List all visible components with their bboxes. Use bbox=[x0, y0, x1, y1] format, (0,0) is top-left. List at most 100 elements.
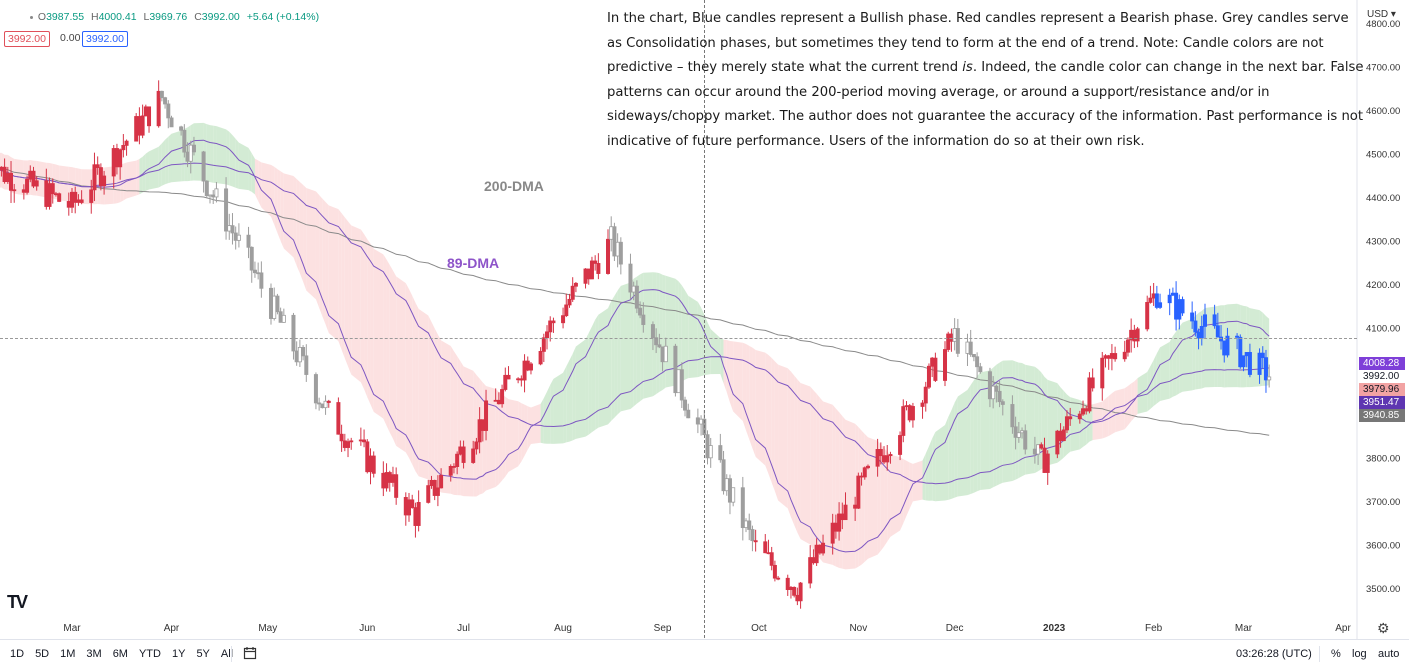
cloud-segment bbox=[1169, 336, 1173, 399]
candle-body bbox=[679, 369, 684, 401]
settings-gear-icon[interactable]: ⚙ bbox=[1377, 620, 1390, 636]
candle-body bbox=[1032, 448, 1037, 455]
candle-body bbox=[435, 487, 440, 496]
candle-body bbox=[500, 389, 505, 405]
cloud-segment bbox=[283, 173, 294, 258]
range-5y[interactable]: 5Y bbox=[196, 648, 210, 660]
candle-body bbox=[522, 360, 527, 381]
y-tick-label: 4400.00 bbox=[1366, 193, 1400, 204]
candle-body bbox=[744, 520, 749, 529]
utc-clock[interactable]: 03:26:28 (UTC) bbox=[1236, 648, 1312, 660]
y-tick-label: 3600.00 bbox=[1366, 541, 1400, 552]
candle-body bbox=[111, 148, 116, 177]
cloud-segment bbox=[633, 276, 637, 407]
candle-body bbox=[268, 287, 273, 319]
cloud-segment bbox=[527, 406, 531, 450]
cloud-segment bbox=[1179, 322, 1183, 394]
cloud-segment bbox=[210, 125, 214, 183]
candle-body bbox=[252, 269, 257, 274]
range-all[interactable]: All bbox=[220, 648, 234, 660]
candle-body bbox=[987, 371, 992, 400]
cloud-segment bbox=[877, 440, 881, 555]
auto-scale-toggle[interactable]: auto bbox=[1378, 648, 1400, 660]
candle-body bbox=[1260, 352, 1265, 359]
candle-body bbox=[121, 144, 126, 151]
candle-body bbox=[808, 557, 813, 584]
cloud-segment bbox=[835, 408, 840, 568]
candle-body bbox=[545, 331, 550, 339]
tradingview-logo[interactable]: TV bbox=[7, 592, 28, 612]
high-value: 4000.41 bbox=[98, 11, 137, 23]
cloud-segment bbox=[1115, 388, 1125, 433]
candle-body bbox=[387, 472, 392, 483]
y-tick-label: 4200.00 bbox=[1366, 280, 1400, 291]
range-6m[interactable]: 6M bbox=[112, 648, 128, 660]
goto-date-icon[interactable] bbox=[243, 646, 257, 660]
candle-body bbox=[44, 180, 49, 207]
x-tick-label: Apr bbox=[164, 623, 180, 634]
candle-body bbox=[663, 345, 668, 363]
candle-body bbox=[763, 541, 768, 554]
log-scale-toggle[interactable]: log bbox=[1352, 648, 1367, 660]
range-1y[interactable]: 1Y bbox=[171, 648, 186, 660]
candle-body bbox=[95, 164, 100, 168]
y-tick-label: 4500.00 bbox=[1366, 150, 1400, 161]
candle-body bbox=[650, 324, 655, 339]
range-ytd[interactable]: YTD bbox=[138, 648, 161, 660]
candle-body bbox=[840, 513, 845, 521]
candle-body bbox=[516, 378, 521, 381]
cloud-segment bbox=[746, 344, 750, 440]
range-5d[interactable]: 5D bbox=[35, 648, 50, 660]
cloud-segment bbox=[543, 391, 548, 444]
cloud-segment bbox=[935, 425, 946, 502]
range-1m[interactable]: 1M bbox=[60, 648, 76, 660]
cloud-segment bbox=[704, 314, 708, 376]
cloud-segment bbox=[1182, 318, 1193, 392]
cloud-segment bbox=[437, 334, 442, 493]
cloud-segment bbox=[614, 290, 618, 418]
candle-body bbox=[291, 314, 296, 352]
candle-body bbox=[166, 103, 171, 119]
cloud-segment bbox=[1153, 353, 1157, 407]
currency-selector[interactable]: USD ▾ bbox=[1367, 9, 1396, 20]
cloud-segment bbox=[508, 399, 519, 472]
cloud-segment bbox=[884, 447, 888, 547]
cloud-segment bbox=[778, 364, 788, 509]
candle-body bbox=[278, 311, 283, 323]
candle-body bbox=[201, 151, 206, 182]
cloud-segment bbox=[900, 457, 904, 531]
cloud-segment bbox=[630, 278, 634, 409]
candle-body bbox=[1244, 352, 1249, 357]
candle-body bbox=[1061, 429, 1066, 442]
candle-body bbox=[946, 333, 951, 350]
cloud-segment bbox=[611, 295, 615, 421]
candle-body bbox=[843, 504, 848, 521]
cloud-segment bbox=[158, 143, 162, 188]
candle-body bbox=[413, 507, 418, 526]
candle-body bbox=[561, 315, 566, 324]
candle-body bbox=[34, 180, 39, 187]
range-1d[interactable]: 1D bbox=[10, 648, 25, 660]
candle-body bbox=[233, 232, 238, 241]
candle-body bbox=[628, 263, 633, 293]
candle-body bbox=[1109, 353, 1114, 359]
candle-body bbox=[525, 360, 530, 371]
candle-body bbox=[1145, 302, 1150, 330]
cloud-segment bbox=[1204, 306, 1215, 388]
candle-body bbox=[724, 478, 729, 492]
candle-body bbox=[631, 285, 636, 293]
range-3m[interactable]: 3M bbox=[86, 648, 102, 660]
cloud-segment bbox=[823, 401, 833, 565]
sell-price-button[interactable]: 3992.00 bbox=[4, 31, 50, 47]
percent-scale-toggle[interactable]: % bbox=[1331, 648, 1341, 660]
candle-body bbox=[236, 234, 241, 241]
cloud-segment bbox=[450, 345, 454, 495]
candle-body bbox=[1042, 447, 1047, 473]
cloud-segment bbox=[238, 142, 249, 191]
cloud-segment bbox=[261, 162, 271, 217]
cloud-segment bbox=[299, 181, 304, 282]
buy-price-button[interactable]: 3992.00 bbox=[82, 31, 128, 47]
candle-body bbox=[740, 487, 745, 529]
candle-body bbox=[1247, 352, 1252, 375]
